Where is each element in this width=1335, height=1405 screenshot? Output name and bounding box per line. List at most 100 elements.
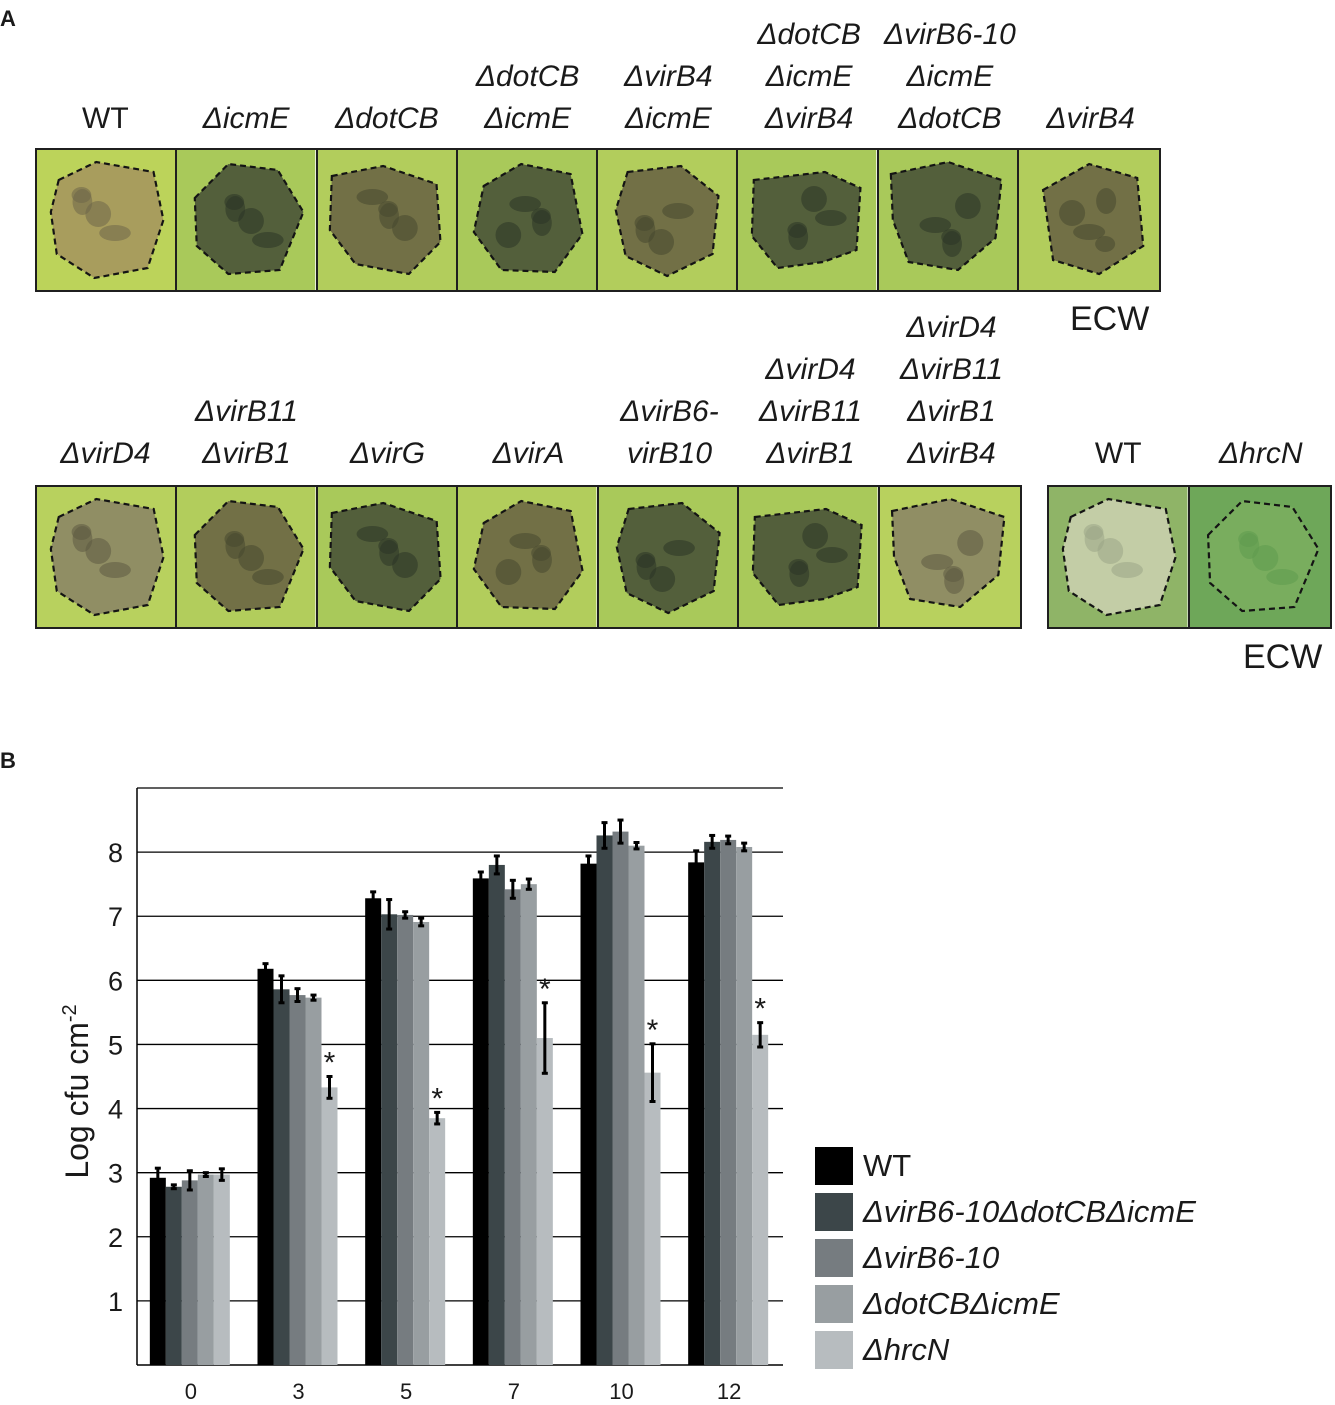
bar — [429, 1118, 446, 1365]
significance-marker: * — [647, 1014, 659, 1047]
bar — [520, 884, 537, 1365]
bottom-label-line: ΔvirB11 — [759, 395, 862, 428]
top-leaf-image-2 — [177, 150, 316, 290]
bar — [149, 1177, 166, 1365]
x-tick-label: 7 — [508, 1379, 520, 1404]
bar — [472, 878, 489, 1365]
bottom-leaf-2 — [177, 487, 318, 627]
y-tick-label: 6 — [108, 966, 123, 996]
bottom-label-line: virB10 — [626, 437, 713, 470]
top-leaf-image-5 — [598, 150, 737, 290]
top-label-line: ΔicmE — [624, 102, 712, 135]
bottom-ecw-label: ECW — [1243, 638, 1323, 676]
top-leaf-8 — [1018, 150, 1159, 290]
x-tick-label: 10 — [609, 1379, 633, 1404]
bottom-leaf-4 — [458, 487, 599, 627]
bottom-leaf-image-2 — [177, 487, 316, 627]
top-label-line: ΔicmE — [484, 102, 572, 135]
bar — [381, 914, 398, 1365]
legend-label: ΔdotCBΔicmE — [863, 1286, 1060, 1321]
legend-swatch — [815, 1285, 853, 1323]
bottom-leaf-7 — [879, 487, 1020, 627]
bottom-label-line: ΔvirB11 — [900, 353, 1003, 386]
top-leaf-row — [35, 148, 1161, 292]
control-leaf-row — [1047, 485, 1332, 629]
legend-label: WT — [863, 1148, 912, 1183]
legend-label: ΔvirB6-10 — [863, 1240, 1000, 1275]
top-label-line: ΔicmE — [202, 102, 290, 135]
top-label-5: ΔvirB4 ΔicmE — [598, 56, 739, 140]
top-leaf-7 — [878, 150, 1019, 290]
x-tick-label: 12 — [717, 1379, 741, 1404]
top-leaf-image-3 — [317, 150, 456, 290]
bottom-label-4: ΔvirA — [458, 433, 599, 475]
bar — [736, 846, 753, 1365]
top-leaf-5 — [598, 150, 739, 290]
bottom-leaf-5 — [598, 487, 740, 627]
bar — [213, 1174, 230, 1365]
bottom-leaf-image-4 — [458, 487, 597, 627]
significance-marker: * — [431, 1082, 443, 1115]
legend-label: ΔvirB6-10ΔdotCBΔicmE — [863, 1194, 1196, 1229]
control-label-2: ΔhrcN — [1190, 433, 1333, 475]
bottom-label-line: ΔvirB6- — [620, 395, 719, 428]
bar — [365, 898, 382, 1365]
panel-a-letter: A — [0, 6, 16, 31]
bottom-leaf-image-6 — [739, 487, 878, 627]
x-tick-label: 3 — [292, 1379, 304, 1404]
bottom-leaf-image-1 — [37, 487, 176, 627]
top-label-8: ΔvirB4 — [1020, 98, 1161, 140]
control-leaf-2 — [1189, 487, 1330, 627]
bottom-label-line: ΔvirD4 — [765, 353, 856, 386]
bottom-label-line: ΔvirG — [349, 437, 426, 470]
legend-entry: ΔvirB6-10 — [815, 1235, 1196, 1281]
top-leaf-4 — [457, 150, 598, 290]
bar — [413, 921, 430, 1365]
top-leaf-6 — [738, 150, 879, 290]
bar — [720, 839, 737, 1365]
bar — [628, 845, 645, 1365]
legend-entry: ΔdotCBΔicmE — [815, 1281, 1196, 1327]
legend-swatch — [815, 1193, 853, 1231]
bottom-label-line: ΔvirD4 — [906, 311, 997, 344]
top-leaf-image-4 — [457, 150, 596, 290]
top-label-line: ΔvirB4 — [624, 60, 713, 93]
significance-marker: * — [539, 973, 551, 1006]
bar — [321, 1087, 338, 1365]
control-leaf-1 — [1049, 487, 1190, 627]
top-label-3: ΔdotCB — [317, 98, 458, 140]
top-label-line: ΔicmE — [906, 60, 994, 93]
bar — [397, 914, 414, 1365]
bottom-label-line: ΔvirA — [492, 437, 565, 470]
y-tick-label: 1 — [108, 1287, 123, 1317]
bar — [181, 1180, 198, 1365]
top-leaf-1 — [37, 150, 178, 290]
bar — [488, 864, 505, 1365]
control-leaf-image-2 — [1189, 487, 1330, 627]
y-tick-label: 3 — [108, 1159, 123, 1189]
legend-swatch — [815, 1147, 853, 1185]
bottom-label-7: ΔvirD4 ΔvirB11 ΔvirB1 ΔvirB4 — [881, 307, 1022, 475]
bar — [580, 863, 597, 1365]
bottom-leaf-1 — [37, 487, 178, 627]
control-label-line: WT — [1094, 437, 1142, 470]
bottom-leaf-row — [35, 485, 1022, 629]
bar — [504, 889, 521, 1365]
bottom-label-line: ΔvirB1 — [907, 395, 996, 428]
top-label-4: ΔdotCB ΔicmE — [457, 56, 598, 140]
bar — [197, 1174, 214, 1365]
y-tick-label: 4 — [108, 1095, 123, 1125]
bottom-label-line: ΔvirB1 — [766, 437, 855, 470]
top-leaf-image-8 — [1018, 150, 1159, 290]
top-label-line: ΔdotCB — [898, 102, 1002, 135]
bar — [536, 1038, 553, 1365]
top-label-line: WT — [82, 102, 129, 135]
bottom-label-3: ΔvirG — [317, 433, 458, 475]
legend-swatch — [815, 1331, 853, 1369]
bottom-label-5: ΔvirB6- virB10 — [599, 391, 740, 475]
bottom-leaf-image-5 — [598, 487, 738, 627]
top-leaf-3 — [317, 150, 458, 290]
top-leaf-image-6 — [738, 150, 877, 290]
legend-entry: ΔvirB6-10ΔdotCBΔicmE — [815, 1189, 1196, 1235]
